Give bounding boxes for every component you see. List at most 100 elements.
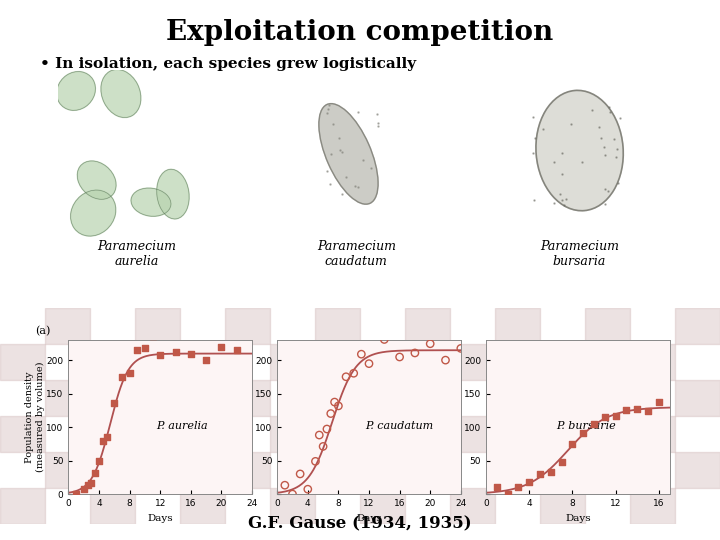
Bar: [270, 416, 315, 452]
Point: [216, 343, 228, 352]
Point: [341, 373, 352, 381]
Bar: [135, 380, 180, 416]
Point: [78, 485, 89, 494]
Ellipse shape: [157, 169, 189, 219]
Point: [409, 349, 420, 357]
Point: [631, 404, 643, 413]
Point: [455, 344, 467, 353]
Text: (a): (a): [35, 326, 50, 336]
Ellipse shape: [131, 188, 171, 217]
Bar: [540, 488, 585, 524]
Point: [89, 468, 101, 477]
Bar: [360, 344, 405, 380]
Point: [653, 397, 665, 406]
Text: P. bursarie: P. bursarie: [556, 421, 616, 431]
Bar: [540, 344, 585, 380]
Bar: [585, 308, 630, 344]
Ellipse shape: [101, 70, 141, 118]
Bar: [0, 344, 45, 380]
Point: [567, 440, 578, 448]
X-axis label: Days: Days: [356, 514, 382, 523]
Bar: [495, 452, 540, 488]
Bar: [225, 380, 270, 416]
Bar: [630, 344, 675, 380]
Bar: [270, 344, 315, 380]
Bar: [450, 488, 495, 524]
Point: [231, 345, 243, 354]
Bar: [450, 344, 495, 380]
Point: [502, 490, 513, 498]
Point: [101, 432, 112, 441]
Point: [294, 470, 306, 478]
Ellipse shape: [536, 90, 624, 211]
Point: [534, 470, 546, 479]
Point: [124, 369, 135, 377]
Point: [132, 346, 143, 355]
Bar: [45, 452, 90, 488]
Bar: [0, 488, 45, 524]
Point: [325, 409, 336, 418]
Text: Paramecium
caudatum: Paramecium caudatum: [317, 240, 396, 268]
Point: [588, 420, 600, 429]
Point: [200, 355, 212, 364]
X-axis label: Days: Days: [565, 514, 590, 523]
Point: [82, 481, 94, 490]
Point: [109, 399, 120, 408]
Bar: [405, 308, 450, 344]
Point: [394, 353, 405, 361]
Bar: [225, 308, 270, 344]
X-axis label: Days: Days: [148, 514, 173, 523]
Bar: [180, 416, 225, 452]
Bar: [90, 344, 135, 380]
Point: [333, 402, 344, 410]
Bar: [0, 416, 45, 452]
Text: Paramecium
aurelia: Paramecium aurelia: [97, 240, 176, 268]
Point: [425, 340, 436, 348]
Bar: [450, 416, 495, 452]
Point: [116, 373, 127, 382]
Point: [94, 456, 105, 465]
Point: [185, 349, 197, 358]
Point: [321, 424, 333, 433]
Ellipse shape: [77, 161, 116, 199]
Bar: [675, 380, 720, 416]
Point: [329, 398, 341, 407]
Bar: [135, 452, 180, 488]
Y-axis label: Population density
(measured by volume): Population density (measured by volume): [25, 362, 45, 472]
Bar: [630, 488, 675, 524]
Point: [71, 490, 82, 498]
Text: P. aurelia: P. aurelia: [156, 421, 208, 431]
Text: G.F. Gause (1934, 1935): G.F. Gause (1934, 1935): [248, 515, 472, 532]
Point: [310, 457, 321, 465]
Ellipse shape: [57, 72, 96, 110]
Bar: [45, 380, 90, 416]
Point: [513, 483, 524, 491]
Point: [154, 351, 166, 360]
Bar: [630, 416, 675, 452]
Point: [523, 478, 535, 487]
Bar: [675, 308, 720, 344]
Point: [147, 332, 158, 341]
Point: [139, 344, 150, 353]
Bar: [270, 488, 315, 524]
Point: [287, 490, 298, 498]
Ellipse shape: [71, 190, 116, 236]
Text: • In isolation, each species grew logistically: • In isolation, each species grew logist…: [40, 57, 415, 71]
Bar: [315, 308, 360, 344]
Bar: [315, 380, 360, 416]
Bar: [45, 308, 90, 344]
Point: [599, 413, 611, 422]
Point: [364, 359, 375, 368]
Point: [491, 483, 503, 492]
Bar: [90, 416, 135, 452]
Point: [545, 468, 557, 477]
Bar: [495, 380, 540, 416]
Bar: [585, 452, 630, 488]
Point: [577, 429, 589, 437]
Bar: [180, 488, 225, 524]
Point: [621, 406, 632, 415]
Point: [556, 457, 567, 466]
Point: [610, 412, 621, 421]
Bar: [540, 416, 585, 452]
Bar: [585, 380, 630, 416]
